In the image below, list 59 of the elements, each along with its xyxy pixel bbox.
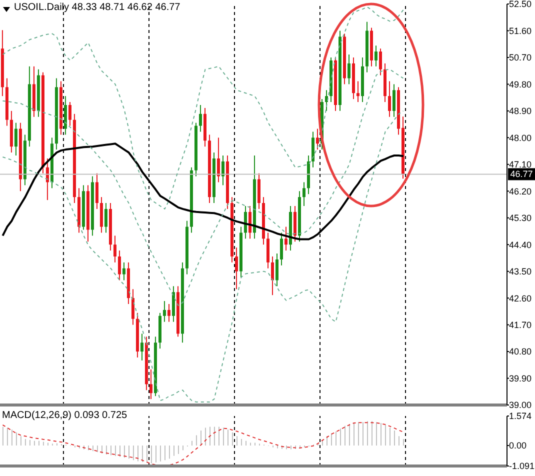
y-tick-label: 40.80 bbox=[509, 346, 532, 357]
y-tick-label: 47.10 bbox=[509, 160, 532, 170]
candlestick bbox=[64, 96, 67, 136]
y-tick-label: -1.091 bbox=[509, 461, 535, 472]
candlestick bbox=[122, 262, 126, 281]
candlestick bbox=[388, 80, 392, 118]
candlestick bbox=[348, 54, 350, 85]
candlestick bbox=[104, 202, 108, 234]
candlestick bbox=[172, 286, 175, 322]
y-tick-label: 1.574 bbox=[509, 411, 532, 422]
chart-title: MACD(12,26,9) 0.093 0.725 bbox=[2, 410, 128, 421]
y-tick-label: 48.00 bbox=[509, 132, 532, 143]
candlestick bbox=[68, 102, 72, 126]
y-tick-label: 52.50 bbox=[509, 0, 532, 10]
y-tick-label: 41.70 bbox=[509, 320, 532, 330]
candlestick bbox=[284, 226, 288, 252]
candlestick bbox=[118, 250, 121, 281]
candlestick bbox=[149, 368, 152, 400]
y-tick-label: 42.60 bbox=[509, 293, 532, 304]
candlestick bbox=[216, 137, 220, 183]
y-tick-label: 50.70 bbox=[509, 52, 532, 63]
line-series bbox=[2, 110, 404, 403]
candlestick bbox=[198, 104, 202, 132]
y-tick-label: 51.60 bbox=[509, 26, 532, 36]
candlestick bbox=[95, 172, 98, 210]
candlestick bbox=[257, 172, 260, 210]
chart-title: USOIL.Daily 48.33 48.71 46.62 46.77 bbox=[14, 2, 180, 13]
y-tick-label: 0.00 bbox=[509, 440, 527, 451]
candlestick bbox=[302, 182, 306, 206]
y-tick-label: 43.50 bbox=[509, 266, 532, 277]
y-tick-label: 39.00 bbox=[509, 400, 532, 410]
candlestick bbox=[100, 196, 103, 234]
line-series bbox=[2, 422, 404, 466]
ref-line-label: 46.77 bbox=[510, 169, 533, 180]
candlestick bbox=[374, 45, 378, 67]
candlestick bbox=[379, 48, 382, 76]
candlestick bbox=[392, 84, 396, 118]
y-tick-label: 39.90 bbox=[509, 373, 532, 384]
candlestick bbox=[14, 122, 18, 156]
candlestick bbox=[266, 232, 270, 269]
candlestick bbox=[131, 288, 134, 326]
candlestick bbox=[316, 128, 319, 150]
candlestick bbox=[293, 205, 296, 242]
candlestick bbox=[140, 333, 144, 361]
y-tick-label: 44.40 bbox=[509, 240, 532, 250]
candlestick bbox=[167, 304, 170, 322]
candlestick bbox=[113, 235, 116, 263]
candlestick bbox=[221, 154, 224, 186]
candlestick bbox=[162, 300, 166, 322]
y-tick-label: 49.80 bbox=[509, 79, 532, 90]
candlestick bbox=[280, 232, 283, 266]
candlestick bbox=[234, 247, 238, 290]
candlestick bbox=[270, 256, 274, 296]
y-tick-label: 48.90 bbox=[509, 106, 532, 116]
candlestick bbox=[311, 131, 314, 168]
y-tick-label: 45.30 bbox=[509, 213, 532, 224]
candlestick bbox=[356, 80, 360, 103]
candlestick bbox=[275, 253, 278, 287]
y-tick-label: 46.20 bbox=[509, 186, 532, 196]
